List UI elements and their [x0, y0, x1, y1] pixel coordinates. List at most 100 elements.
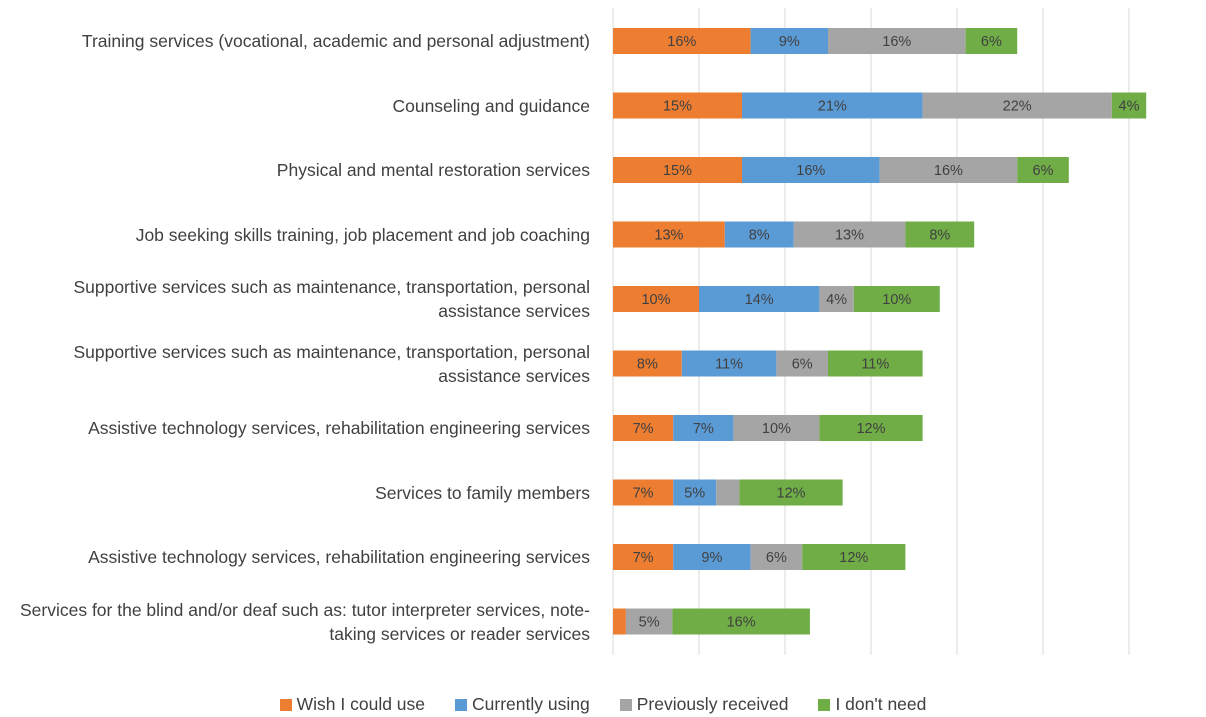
- data-label: 4%: [826, 292, 847, 308]
- category-label: Assistive technology services, rehabilit…: [88, 418, 590, 438]
- legend-swatch: [818, 698, 831, 711]
- data-label: 11%: [861, 356, 889, 372]
- data-label: 6%: [1033, 163, 1054, 179]
- bar-segment: [965, 28, 1018, 54]
- bar-segment: [750, 544, 803, 570]
- legend: Wish I could use Currently using Previousl…: [0, 694, 1206, 715]
- data-label: 7%: [633, 485, 654, 501]
- data-label: 7%: [633, 421, 654, 437]
- data-label: 7%: [633, 550, 654, 566]
- bar-segment: [819, 286, 854, 312]
- data-label: 6%: [981, 34, 1002, 50]
- data-label: 21%: [818, 98, 847, 114]
- data-label: 7%: [693, 421, 714, 437]
- legend-item: Wish I could use: [279, 694, 425, 715]
- bar-segment: [724, 221, 794, 248]
- data-label: 13%: [654, 227, 683, 243]
- bar-segment: [672, 608, 810, 635]
- bar-segment: [716, 479, 740, 506]
- data-label: 12%: [777, 485, 806, 501]
- bar-segment: [802, 544, 906, 570]
- bar-segment: [613, 92, 742, 119]
- bar-segment: [613, 286, 699, 312]
- bar-segment: [673, 479, 717, 506]
- bar-segment: [613, 415, 674, 441]
- data-label: 8%: [637, 356, 658, 372]
- data-label: 5%: [684, 485, 705, 501]
- data-label: 10%: [882, 292, 911, 308]
- data-label: 16%: [796, 163, 825, 179]
- bar-segment: [828, 28, 966, 54]
- category-label: Supportive services such as maintenance,…: [73, 277, 590, 321]
- data-label: 16%: [667, 34, 696, 50]
- data-label: 9%: [779, 34, 800, 50]
- bar-segment: [625, 608, 673, 635]
- data-label: 10%: [762, 421, 791, 437]
- legend-swatch: [619, 698, 632, 711]
- category-label: Assistive technology services, rehabilit…: [88, 547, 590, 567]
- data-label: 5%: [639, 614, 660, 630]
- data-label: 16%: [727, 614, 756, 630]
- bar-segment: [681, 350, 777, 377]
- legend-item: I don't need: [818, 694, 926, 715]
- data-label: 15%: [663, 98, 692, 114]
- bar-segment: [853, 286, 940, 312]
- data-label: 12%: [839, 550, 868, 566]
- bar-segment: [750, 28, 828, 54]
- data-label: 8%: [929, 227, 950, 243]
- category-label: Services for the blind and/or deaf such …: [19, 599, 590, 644]
- data-label: 14%: [745, 292, 774, 308]
- category-label: Services to family members: [375, 482, 590, 503]
- category-label: Training services (vocational, academic …: [81, 31, 590, 51]
- bar-segment: [1017, 157, 1069, 183]
- bar-segment: [742, 157, 880, 183]
- bar-segment: [905, 221, 975, 248]
- legend-swatch: [279, 698, 292, 711]
- legend-label: I don't need: [835, 694, 927, 714]
- data-label: 15%: [663, 163, 692, 179]
- data-label: 16%: [882, 34, 911, 50]
- data-label: 6%: [766, 550, 787, 566]
- bar-segment: [613, 221, 725, 248]
- bar-segment: [739, 479, 843, 506]
- data-label: 9%: [701, 550, 722, 566]
- legend-label: Previously received: [636, 694, 789, 714]
- bar-segment: [613, 608, 626, 635]
- data-label: 12%: [856, 421, 885, 437]
- data-label: 11%: [715, 356, 743, 372]
- bar-segment: [613, 28, 751, 54]
- data-label: 13%: [835, 227, 864, 243]
- bar-segment: [733, 415, 820, 441]
- legend-item: Previously received: [619, 694, 789, 715]
- bar-segment: [613, 479, 674, 506]
- bar-segment: [613, 350, 682, 377]
- bar-segment: [828, 350, 923, 377]
- bar-segment: [613, 544, 674, 570]
- bar-segment: [819, 415, 923, 441]
- category-label: Physical and mental restoration services: [276, 160, 590, 180]
- bar-segment: [922, 92, 1112, 119]
- bar-segment: [699, 286, 820, 312]
- category-label: Counseling and guidance: [392, 95, 590, 116]
- legend-item: Currently using: [455, 694, 590, 715]
- bar-segment: [673, 415, 734, 441]
- bar-segment: [1111, 92, 1147, 119]
- data-label: 16%: [934, 163, 963, 179]
- category-label: Job seeking skills training, job placeme…: [135, 224, 590, 245]
- bar-segment: [613, 157, 742, 183]
- bar-segment: [776, 350, 828, 377]
- bar-segment: [879, 157, 1018, 183]
- data-label: 22%: [1003, 98, 1032, 114]
- data-label: 10%: [641, 292, 670, 308]
- legend-swatch: [455, 698, 468, 711]
- data-label: 6%: [792, 356, 813, 372]
- bar-segment: [742, 92, 923, 119]
- data-label: 8%: [749, 227, 770, 243]
- bar-segment: [793, 221, 906, 248]
- data-label: 4%: [1119, 98, 1140, 114]
- legend-label: Currently using: [472, 694, 590, 714]
- category-label: Supportive services such as maintenance,…: [73, 341, 590, 386]
- bar-segment: [673, 544, 751, 570]
